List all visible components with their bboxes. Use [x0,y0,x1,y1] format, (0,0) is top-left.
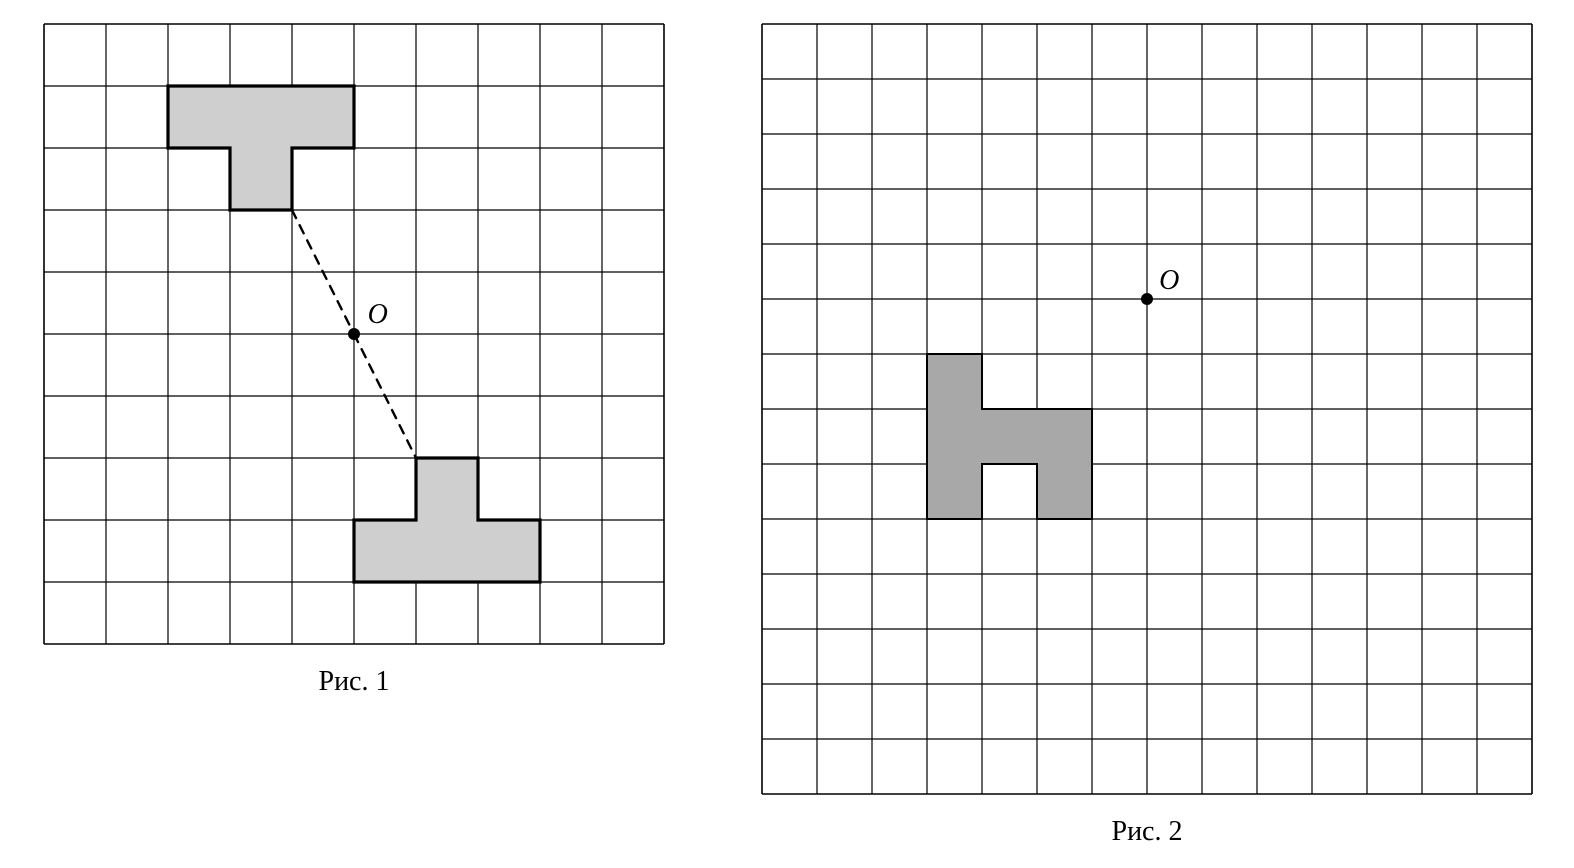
fig2-panel: O Рис. 2 [758,20,1536,848]
fig1-svg: O [40,20,668,648]
polyomino [168,86,354,210]
point-label-O: O [1159,265,1179,296]
point-label-O: O [368,299,388,330]
polyomino [354,458,540,582]
fig2-caption: Рис. 2 [1112,816,1183,848]
point-O [1141,293,1153,305]
point-O [348,328,360,340]
fig1-panel: O Рис. 1 [40,20,668,698]
grid [762,24,1532,794]
polyomino [927,354,1092,519]
fig1-caption: Рис. 1 [319,666,390,698]
fig2-svg: O [758,20,1536,798]
page: O Рис. 1 O Рис. 2 [0,0,1574,868]
